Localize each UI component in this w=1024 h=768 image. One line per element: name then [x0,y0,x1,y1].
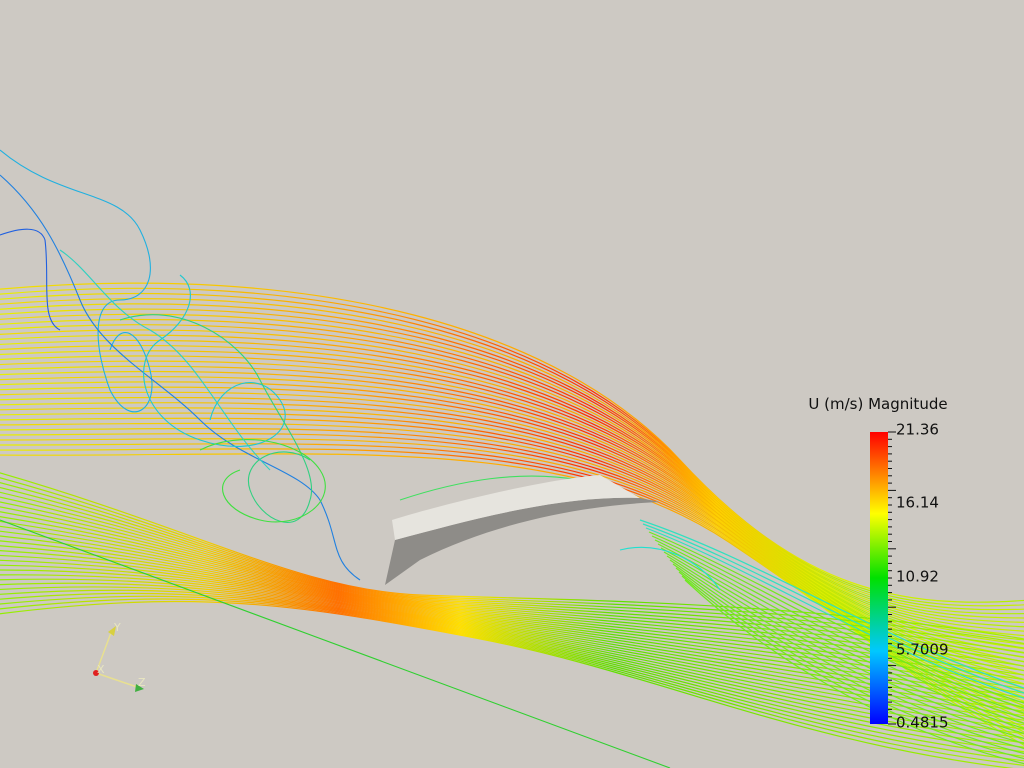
streamline [0,564,1024,726]
legend-label: 10.92 [896,568,939,586]
streamline [672,563,1024,744]
streamline [0,282,1024,603]
streamline [0,407,1024,707]
streamline [0,491,1024,658]
streamline [0,417,1024,716]
streamline [0,339,1024,650]
streamline [657,543,1024,719]
streamline [0,545,1024,708]
x-axis-label: X [97,663,105,676]
streamline [660,547,1024,724]
streamline [663,551,1024,729]
streamline [681,575,1024,760]
streamline [0,559,1024,721]
streamline [675,567,1024,750]
x-axis-marker [93,670,99,676]
streamline [0,292,1024,611]
streamline [0,287,1024,607]
streamline [0,595,1024,762]
streamline [0,443,1024,738]
streamline [0,520,1024,685]
legend-label: 16.14 [896,494,939,512]
legend-label: 21.36 [896,421,939,439]
streamline [0,582,1024,744]
streamline [0,472,1024,640]
streamline [669,559,1024,739]
streamline [0,386,1024,689]
streamline [0,525,1024,690]
streamline [684,579,1024,765]
streamline [0,324,1024,637]
streamline [0,391,1024,694]
streamline [0,574,1024,735]
streamline [0,370,1024,676]
streamline [0,422,1024,720]
legend-label: 0.4815 [896,714,949,732]
streamline [651,535,1024,709]
streamline [0,554,1024,717]
streamline [642,523,1024,694]
color-legend: U (m/s) Magnitude 21.36 16.14 10.92 5.70… [808,395,948,732]
streamline [0,313,1024,628]
streamline [0,303,1024,619]
streamline [0,477,1024,645]
streamline [0,432,1024,729]
streamline [645,527,1024,699]
streamline [0,530,1024,694]
streamline [0,598,1024,766]
streamline [0,344,1024,654]
legend-label: 5.7009 [896,641,949,659]
streamline [0,600,1015,768]
streamline [654,539,1024,714]
z-axis-head [135,684,144,692]
streamline [0,360,1024,667]
streamline [0,569,1024,730]
swirl-streamlines [0,149,721,768]
streamline [0,589,1024,753]
streamline [639,519,1024,689]
streamline [0,586,1024,748]
y-axis-line [95,629,113,674]
streamline [0,496,1024,663]
airfoil [385,475,660,585]
streamline [0,438,1024,733]
axes-triad: Y X Z [93,621,146,692]
streamline [0,355,1024,663]
color-bar-ticks [888,431,896,725]
streamline [0,592,1024,757]
streamline [0,535,1024,699]
y-axis-label: Y [113,621,121,634]
streamline [0,506,1024,672]
streamline [648,531,1024,704]
streamline [0,298,1024,615]
y-axis-head [108,626,116,636]
z-axis-label: Z [138,676,146,689]
streamline [0,318,1024,632]
streamline [678,571,1024,755]
streamline [0,396,1024,698]
streamline [0,334,1024,645]
streamline [0,381,1024,685]
streamline [0,486,1024,654]
streamline [666,555,1024,734]
streamline [0,511,1024,676]
color-bar [870,432,888,724]
streamlines [0,282,1024,768]
streamline [0,540,1024,703]
legend-title: U (m/s) Magnitude [808,395,947,413]
streamline [0,329,1024,641]
z-axis-line [95,672,141,689]
